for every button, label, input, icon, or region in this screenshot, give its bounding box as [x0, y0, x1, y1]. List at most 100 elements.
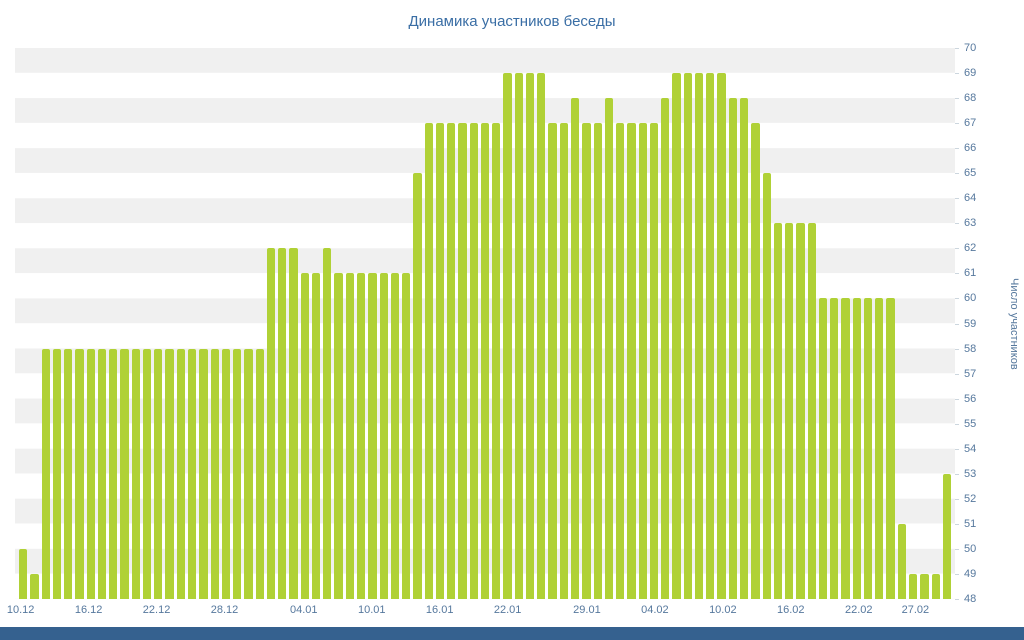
- bar[interactable]: [345, 273, 354, 599]
- bar[interactable]: [897, 523, 906, 599]
- bar[interactable]: [830, 298, 839, 599]
- bar[interactable]: [785, 223, 794, 599]
- bar[interactable]: [694, 73, 704, 599]
- y-axis-label: 59: [964, 317, 977, 330]
- bar[interactable]: [469, 123, 478, 599]
- bar[interactable]: [300, 273, 309, 599]
- bar[interactable]: [525, 73, 535, 599]
- bar[interactable]: [41, 348, 50, 599]
- x-axis-label: 22.12: [142, 604, 171, 616]
- bar[interactable]: [908, 573, 918, 599]
- bar[interactable]: [52, 348, 62, 599]
- bar[interactable]: [120, 348, 129, 599]
- y-axis-label: 55: [964, 417, 977, 430]
- y-axis-tick: [955, 398, 959, 400]
- bar[interactable]: [187, 348, 197, 599]
- y-axis-label: 60: [964, 292, 977, 305]
- bar[interactable]: [728, 98, 737, 599]
- bar[interactable]: [176, 348, 185, 599]
- bar[interactable]: [379, 273, 388, 599]
- bar[interactable]: [109, 348, 118, 599]
- bar[interactable]: [221, 348, 231, 599]
- bar[interactable]: [97, 348, 107, 599]
- bar[interactable]: [818, 298, 828, 599]
- y-axis-tick: [955, 273, 959, 275]
- bar[interactable]: [638, 123, 647, 599]
- bar[interactable]: [841, 298, 850, 599]
- bar[interactable]: [255, 348, 264, 599]
- bar[interactable]: [480, 123, 490, 599]
- bar[interactable]: [931, 573, 940, 599]
- bar[interactable]: [19, 548, 28, 599]
- bar[interactable]: [875, 298, 884, 599]
- bar[interactable]: [942, 473, 952, 599]
- bar[interactable]: [604, 98, 614, 599]
- bar[interactable]: [75, 348, 84, 599]
- bar[interactable]: [368, 273, 377, 599]
- bar[interactable]: [559, 123, 569, 599]
- bar[interactable]: [435, 123, 445, 599]
- bar[interactable]: [266, 248, 276, 599]
- y-axis-label: 53: [964, 467, 977, 480]
- y-axis-tick: [955, 73, 959, 75]
- bar[interactable]: [751, 123, 760, 599]
- bar[interactable]: [413, 173, 422, 599]
- bar[interactable]: [649, 123, 659, 599]
- y-axis-label: 68: [964, 92, 977, 105]
- bar[interactable]: [447, 123, 456, 599]
- x-axis-label: 29.01: [573, 604, 601, 616]
- bar[interactable]: [233, 348, 242, 599]
- bar[interactable]: [571, 98, 580, 599]
- bar[interactable]: [661, 98, 670, 599]
- y-axis-label: 64: [964, 192, 977, 205]
- bar[interactable]: [492, 123, 501, 599]
- bar[interactable]: [503, 73, 512, 599]
- bar[interactable]: [424, 123, 433, 599]
- bar[interactable]: [863, 298, 873, 599]
- bar[interactable]: [390, 273, 400, 599]
- bar[interactable]: [64, 348, 73, 599]
- bar[interactable]: [165, 348, 174, 599]
- bar[interactable]: [683, 73, 692, 599]
- bar[interactable]: [244, 348, 253, 599]
- bar[interactable]: [706, 73, 715, 599]
- bar[interactable]: [886, 298, 895, 599]
- bar[interactable]: [311, 273, 321, 599]
- bar[interactable]: [142, 348, 152, 599]
- bar[interactable]: [278, 248, 287, 599]
- bar[interactable]: [154, 348, 163, 599]
- y-axis-tick: [955, 123, 959, 125]
- bar[interactable]: [548, 123, 557, 599]
- bar[interactable]: [672, 73, 681, 599]
- bar[interactable]: [593, 123, 602, 599]
- bar[interactable]: [131, 348, 140, 599]
- bar[interactable]: [458, 123, 467, 599]
- bar[interactable]: [334, 273, 343, 599]
- bar[interactable]: [920, 573, 929, 599]
- y-axis-tick: [955, 548, 959, 550]
- bar[interactable]: [514, 73, 523, 599]
- bar[interactable]: [356, 273, 366, 599]
- bar[interactable]: [323, 248, 332, 599]
- bar[interactable]: [852, 298, 861, 599]
- bar[interactable]: [616, 123, 625, 599]
- bar[interactable]: [582, 123, 591, 599]
- bar[interactable]: [289, 248, 298, 599]
- bar[interactable]: [537, 73, 546, 599]
- bar[interactable]: [762, 173, 771, 599]
- bar[interactable]: [740, 98, 749, 599]
- bar[interactable]: [30, 573, 39, 599]
- bar[interactable]: [86, 348, 95, 599]
- bar[interactable]: [807, 223, 816, 599]
- bar[interactable]: [627, 123, 636, 599]
- bar[interactable]: [717, 73, 726, 599]
- x-axis-label: 04.02: [641, 604, 669, 616]
- bar[interactable]: [210, 348, 219, 599]
- y-axis-tick: [955, 373, 959, 375]
- bar[interactable]: [796, 223, 805, 599]
- bar[interactable]: [402, 273, 411, 599]
- bar[interactable]: [773, 223, 783, 599]
- y-axis-tick: [955, 148, 959, 150]
- plot-area: [15, 48, 955, 599]
- bar[interactable]: [199, 348, 208, 599]
